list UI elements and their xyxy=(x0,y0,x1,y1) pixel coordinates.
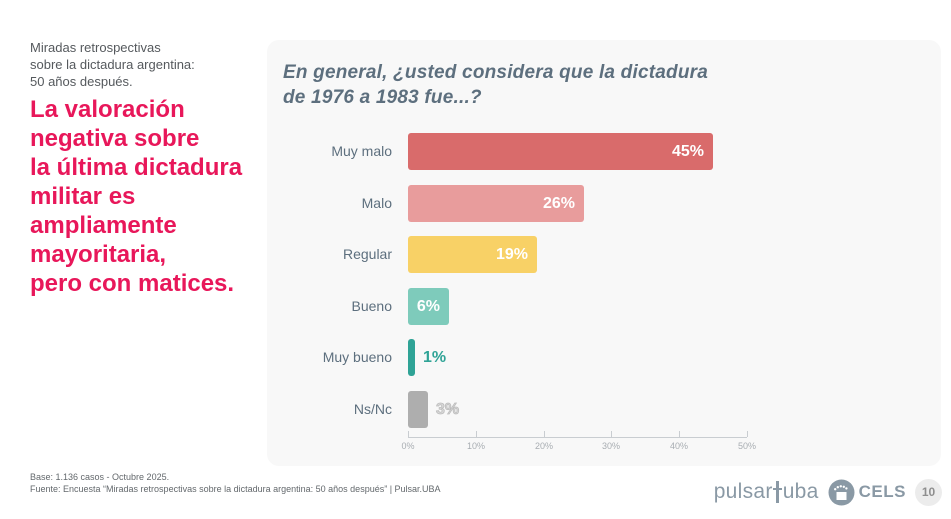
bar xyxy=(408,184,584,222)
axis-tick xyxy=(611,431,612,437)
category-label: Bueno xyxy=(351,297,392,314)
axis-tick-label: 40% xyxy=(669,441,688,451)
pulsar-logo-text-right: uba xyxy=(782,480,819,503)
bar xyxy=(408,236,537,273)
bar xyxy=(408,287,449,325)
axis-tick xyxy=(408,431,409,437)
pulsar-mark-icon xyxy=(773,481,783,503)
bar-track: 6% xyxy=(408,287,747,325)
footer-logos: pulsar uba CELS 10 xyxy=(714,477,942,507)
axis-tick xyxy=(476,431,477,437)
bar-row: Bueno 6% xyxy=(267,287,941,325)
chart-panel: En general, ¿usted considera que la dict… xyxy=(267,40,941,466)
axis-tick-label: 10% xyxy=(466,441,485,451)
slide-headline: La valoración negativa sobre la última d… xyxy=(30,96,243,297)
bar-track: 1% xyxy=(408,339,747,376)
axis-tick xyxy=(679,431,680,437)
category-label: Malo xyxy=(361,194,392,211)
bar-row: Malo 26% xyxy=(267,184,941,222)
cels-logo: CELS xyxy=(828,479,906,506)
value-label: 6% xyxy=(416,297,440,315)
value-label: 26% xyxy=(542,194,575,212)
category-label: Muy bueno xyxy=(322,349,392,365)
cels-emblem-icon xyxy=(828,479,855,505)
axis-tick xyxy=(747,431,748,437)
category-label: Regular xyxy=(342,246,392,262)
category-label: Ns/Nc xyxy=(353,400,392,417)
deck-kicker: Miradas retrospectivas sobre la dictadur… xyxy=(30,40,195,89)
bar xyxy=(408,390,428,428)
axis-tick-label: 30% xyxy=(601,441,620,451)
value-label: 1% xyxy=(423,349,447,366)
chart-title: En general, ¿usted considera que la dict… xyxy=(283,62,708,108)
axis-tick xyxy=(544,431,545,437)
page-number-badge: 10 xyxy=(915,478,942,506)
x-axis-line xyxy=(408,437,747,438)
cels-logo-text: CELS xyxy=(858,482,906,501)
axis-tick-label: 50% xyxy=(737,441,756,451)
axis-tick-label: 0% xyxy=(401,441,415,451)
bar-row: Muy malo 45% xyxy=(267,133,941,170)
bar-row: Regular 19% xyxy=(267,236,941,273)
fuente-note: Fuente: Encuesta “Miradas retrospectivas… xyxy=(30,483,441,494)
axis-tick-label: 20% xyxy=(534,441,553,451)
bar-rows: Muy malo 45% Malo 26% Regular 19% Bueno 6% Muy b… xyxy=(267,40,941,466)
pulsar-logo-text-left: pulsar xyxy=(713,480,773,503)
bar xyxy=(408,339,415,376)
value-label: 19% xyxy=(495,246,528,263)
bar xyxy=(408,133,713,170)
bar-track: 3% xyxy=(408,390,747,428)
category-label: Muy malo xyxy=(331,143,392,159)
pulsar-uba-logo: pulsar uba xyxy=(714,480,819,504)
x-axis: 0% 10% 20% 30% 40% 50% xyxy=(401,431,756,455)
bar-track: 45% xyxy=(408,133,747,170)
bar-track: 19% xyxy=(408,236,747,273)
bar-row: Muy bueno 1% xyxy=(267,339,941,376)
bar-row: Ns/Nc 3% xyxy=(267,390,941,428)
value-label: 45% xyxy=(671,143,704,160)
value-label: 3% xyxy=(436,400,460,418)
source-note: Base: 1.136 casos - Octubre 2025. Fuente… xyxy=(30,472,441,495)
base-note: Base: 1.136 casos - Octubre 2025. xyxy=(30,472,170,482)
bar-track: 26% xyxy=(408,184,747,222)
